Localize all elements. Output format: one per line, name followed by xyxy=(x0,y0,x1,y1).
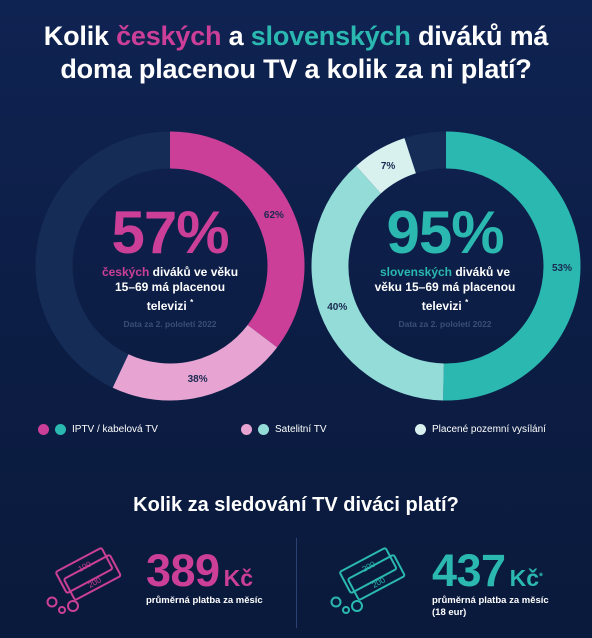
cz-center: 57% českých diváků ve věku 15–69 má plac… xyxy=(95,199,245,330)
donut-slice-sk-0 xyxy=(443,131,581,401)
donut-slice-sk-2 xyxy=(356,138,417,194)
sk-description: slovenských diváků ve věku 15–69 má plac… xyxy=(374,265,516,313)
donut-slice-label-sk-1: 40% xyxy=(327,302,347,313)
donut-slice-label-cz-0: 62% xyxy=(264,210,284,221)
price-cz-label: průměrná platba za měsíc xyxy=(146,595,263,606)
donut-slice-sk-1 xyxy=(311,165,445,401)
title-line-2: doma placenou TV a kolik za ni platí? xyxy=(60,54,532,84)
donut-slice-label-sk-2: 7% xyxy=(381,161,396,172)
price-sk-currency: Kč xyxy=(509,565,539,591)
legend-sat: Satelitní TV xyxy=(241,424,327,435)
donut-slice-cz-0 xyxy=(169,131,305,348)
price-cz-currency: Kč xyxy=(223,565,253,591)
legend-label-iptv: IPTV / kabelová TV xyxy=(72,424,158,435)
price-cz: 389 Kč průměrná platba za měsíc xyxy=(146,548,263,607)
legend-label-sat: Satelitní TV xyxy=(275,424,327,435)
legend-dot-sk-iptv xyxy=(55,424,66,435)
infographic-title: Kolik českých a slovenských diváků má do… xyxy=(0,20,592,86)
title-cz-word: českých xyxy=(116,21,222,51)
cz-description: českých diváků ve věku 15–69 má placenou… xyxy=(101,265,239,313)
legend-dot-cz-sat xyxy=(241,424,252,435)
legend-terrestrial: Placené pozemní vysílání xyxy=(415,424,546,435)
sk-data-note: Data za 2. pololetí 2022 xyxy=(398,319,492,329)
donut-slice-label-sk-0: 53% xyxy=(552,263,572,274)
donut-slice-label-cz-1: 38% xyxy=(188,374,208,385)
legend-dot-cz-iptv xyxy=(38,424,49,435)
donut-chart-sk: 53% 40% 7% xyxy=(311,131,581,401)
sk-paid-share: 95% xyxy=(386,199,504,266)
legend-label-terrestrial: Placené pozemní vysílání xyxy=(432,424,546,435)
legend-iptv: IPTV / kabelová TV xyxy=(38,424,158,435)
section-subtitle: Kolik za sledování TV diváci platí? xyxy=(133,494,459,516)
cz-paid-share: 57% xyxy=(111,199,229,266)
banknote-cz-100: 100 xyxy=(77,559,93,573)
title-sk-word: slovenských xyxy=(250,21,411,51)
donut-chart-cz: 62% 38% xyxy=(35,131,305,401)
banknotes-icon-sk: 200 200 xyxy=(330,547,406,614)
banknotes-icon-cz: 100 200 xyxy=(46,547,122,614)
cz-data-note: Data za 2. pololetí 2022 xyxy=(123,319,217,329)
price-sk-amount: 437 xyxy=(432,545,506,596)
donut-slice-cz-1 xyxy=(112,324,278,401)
price-sk-label: průměrná platba za měsíc xyxy=(432,595,549,606)
sk-center: 95% slovenských diváků ve věku 15–69 má … xyxy=(370,199,520,330)
legend-dot-terrestrial xyxy=(415,424,426,435)
price-divider xyxy=(296,538,297,628)
price-cz-amount: 389 xyxy=(146,545,220,596)
donut-charts: 62% 38% 53% 40% 7% xyxy=(35,131,581,401)
legend-dot-sk-sat xyxy=(258,424,269,435)
price-sk: 437 Kč* průměrná platba za měsíc (18 eur) xyxy=(432,548,549,619)
title-line-1: Kolik českých a slovenských diváků má xyxy=(43,21,549,51)
banknote-sk-200a: 200 xyxy=(361,559,377,573)
price-sk-extra: (18 eur) xyxy=(432,607,467,618)
price-sk-footnote: * xyxy=(539,571,543,583)
